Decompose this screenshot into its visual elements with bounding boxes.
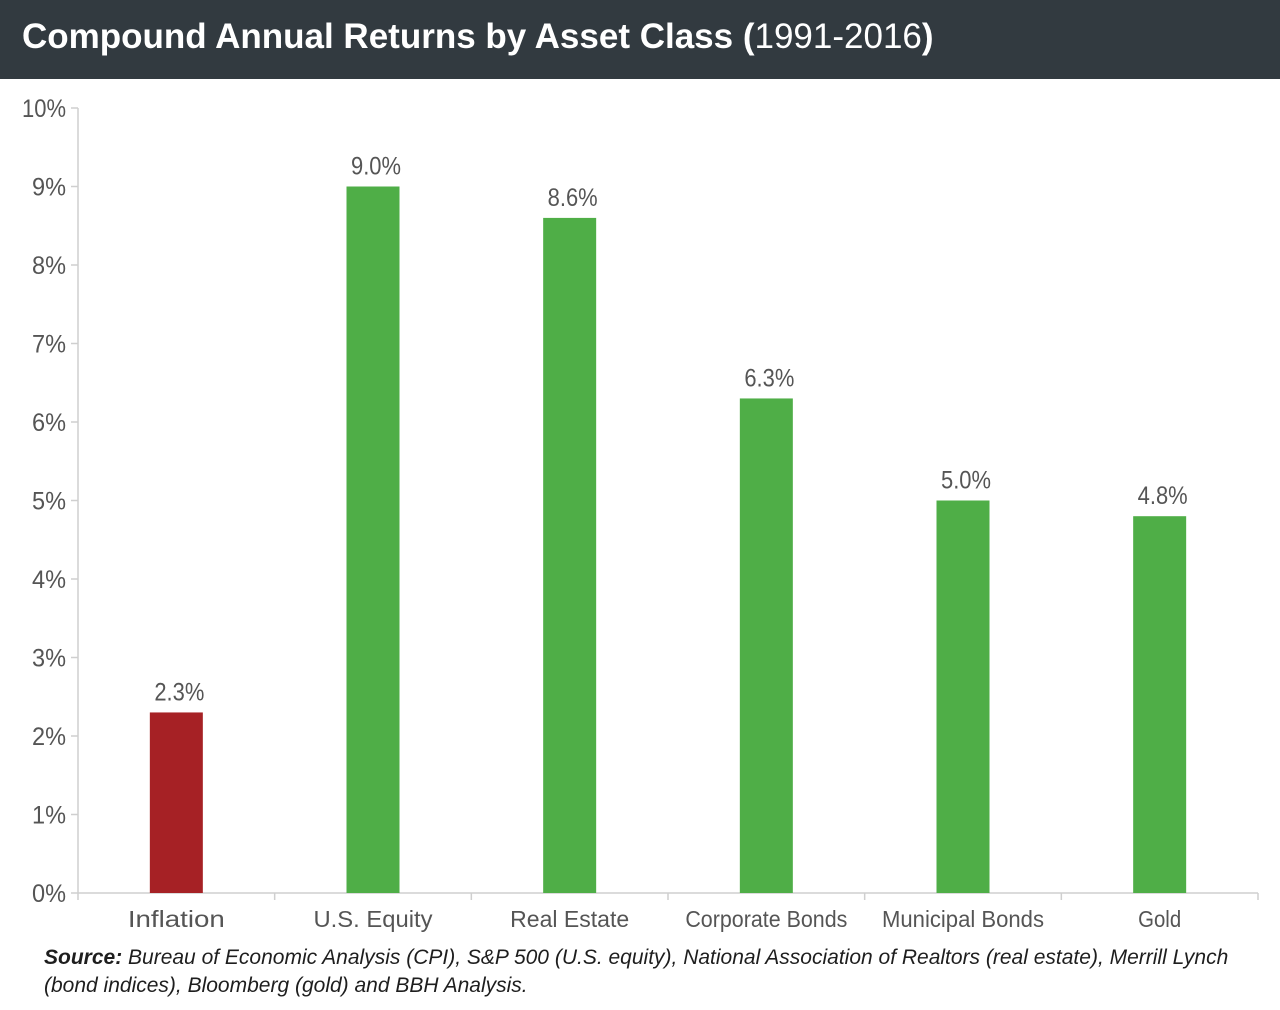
y-tick-label: 4% [32,566,66,594]
x-category-label: Gold [1138,906,1181,932]
x-category-label: Real Estate [510,906,629,932]
y-tick-label: 10% [22,95,66,123]
y-tick-label: 5% [32,488,66,516]
chart-title-years: 1991-2016 [754,17,922,56]
x-category-label: U.S. Equity [314,906,434,932]
y-tick-label: 6% [32,409,66,437]
chart-title-main: Compound Annual Returns by Asset Class [22,17,734,56]
y-tick-label: 2% [32,723,66,751]
y-tick-label: 0% [32,880,66,908]
bar-value-label: 4.8% [1138,482,1188,510]
chart-title: Compound Annual Returns by Asset Class (… [22,14,934,60]
source-note: Source: Bureau of Economic Analysis (CPI… [44,944,1264,1000]
value-labels: 2.3% 9.0% 8.6% 6.3% 5.0% 4.8% [154,153,1187,707]
bar-value-label: 2.3% [154,678,204,706]
y-tick-label: 9% [32,174,66,202]
bar-chart: 0% 1% 2% 3% 4% 5% 6% 7% 8% 9% 10% 2.3% 9.0% 8.6% 6.3%… [22,95,1259,932]
chart-title-open-paren: ( [733,17,755,56]
bar-value-label: 8.6% [548,184,598,212]
source-label: Source: [44,946,123,969]
bar [346,186,400,893]
x-axis [77,892,1259,900]
chart-title-close-paren: ) [921,17,934,56]
bar-value-label: 6.3% [744,364,794,392]
x-category-label: Municipal Bonds [882,906,1044,932]
y-tick-label: 1% [32,802,66,830]
bar [739,398,793,893]
x-category-label: Corporate Bonds [685,906,847,932]
bar [543,217,597,893]
bar [149,712,203,893]
bar [936,500,990,893]
source-text: Bureau of Economic Analysis (CPI), S&P 5… [44,946,1229,997]
title-bar: Compound Annual Returns by Asset Class (… [0,0,1280,79]
bar-value-label: 5.0% [941,467,991,495]
y-tick-label: 3% [32,645,66,673]
category-labels: Inflation U.S. Equity Real Estate Corporate… [128,906,1181,932]
y-axis: 0% 1% 2% 3% 4% 5% 6% 7% 8% 9% 10% [22,95,79,908]
y-tick-label: 8% [32,252,66,280]
bar [1133,516,1187,893]
x-category-label: Inflation [128,906,225,932]
y-tick-label: 7% [32,331,66,359]
bars [149,186,1187,893]
bar-value-label: 9.0% [351,153,401,181]
